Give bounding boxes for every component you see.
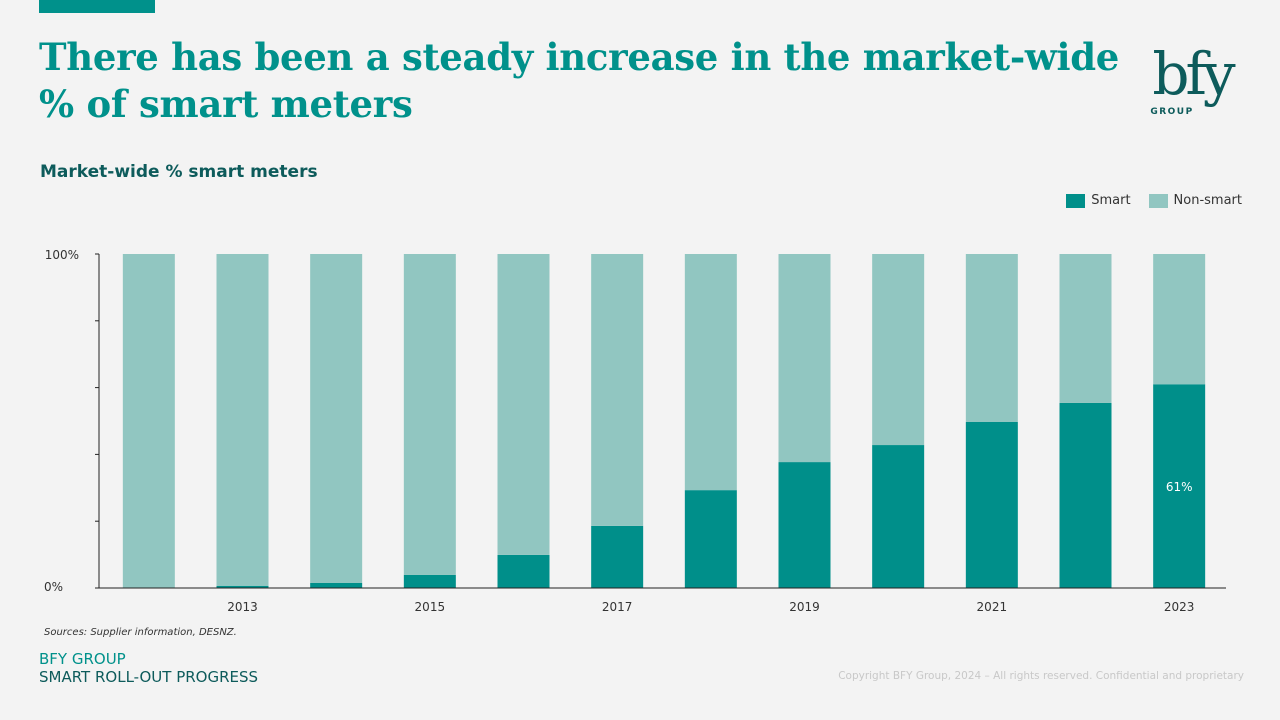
x-tick-label-2015: 2015	[415, 600, 446, 614]
bar-non-smart-2013	[216, 254, 269, 586]
bar-non-smart-2016	[497, 254, 550, 555]
bar-non-smart-2017	[591, 254, 644, 526]
bar-smart-2019	[778, 462, 831, 588]
bar-smart-2014	[310, 582, 363, 588]
bar-smart-2022	[1059, 402, 1112, 588]
x-tick-label-2013: 2013	[227, 600, 258, 614]
bar-smart-2018	[684, 490, 737, 588]
legend-item-smart: Smart	[1066, 193, 1131, 208]
data-label-2023: 61%	[1166, 480, 1193, 494]
chart-title: Market-wide % smart meters	[40, 162, 318, 182]
sources-note: Sources: Supplier information, DESNZ.	[44, 627, 237, 638]
bar-non-smart-2022	[1059, 254, 1112, 403]
bfy-logo: bfy GROUP	[1150, 40, 1240, 117]
bar-smart-2020	[872, 445, 925, 588]
accent-bar	[39, 0, 155, 13]
x-tick-label-2017: 2017	[602, 600, 633, 614]
logo-wordmark: bfy	[1152, 40, 1236, 108]
footer-brand: BFY GROUP SMART ROLL-OUT PROGRESS	[39, 650, 258, 686]
page-title: There has been a steady increase in the …	[39, 35, 1120, 126]
y-tick-label-100: 100%	[45, 248, 79, 262]
copyright-notice: Copyright BFY Group, 2024 – All rights r…	[838, 670, 1244, 682]
bar-smart-2021	[965, 422, 1018, 588]
x-tick-label-2021: 2021	[977, 600, 1008, 614]
footer-brand-line1: BFY GROUP	[39, 650, 126, 668]
chart-legend: Smart Non-smart	[1048, 193, 1242, 208]
x-tick-label-2023: 2023	[1164, 600, 1195, 614]
bar-smart-2016	[497, 554, 550, 588]
legend-label-non-smart: Non-smart	[1173, 193, 1242, 208]
logo-subtext: GROUP	[1150, 107, 1193, 117]
legend-swatch-smart	[1066, 193, 1086, 208]
footer-brand-line2: SMART ROLL-OUT PROGRESS	[39, 668, 259, 686]
x-tick-label-2019: 2019	[789, 600, 820, 614]
legend-swatch-non-smart	[1148, 193, 1168, 208]
bar-smart-2023	[1153, 384, 1206, 588]
bar-non-smart-2020	[872, 254, 925, 446]
bar-non-smart-2015	[403, 254, 456, 575]
bar-smart-2017	[591, 525, 644, 588]
bar-non-smart-2023	[1153, 254, 1206, 385]
bar-smart-2015	[403, 574, 456, 588]
bar-non-smart-2018	[684, 254, 737, 491]
bar-smart-2013	[216, 585, 269, 588]
bar-non-smart-2021	[965, 254, 1018, 423]
bar-non-smart-2019	[778, 254, 831, 463]
y-tick-label-0: 0%	[44, 580, 63, 594]
bar-non-smart-2014	[310, 254, 363, 583]
legend-item-non-smart: Non-smart	[1148, 193, 1242, 208]
legend-label-smart: Smart	[1091, 193, 1131, 208]
bar-non-smart-2012	[122, 254, 175, 588]
